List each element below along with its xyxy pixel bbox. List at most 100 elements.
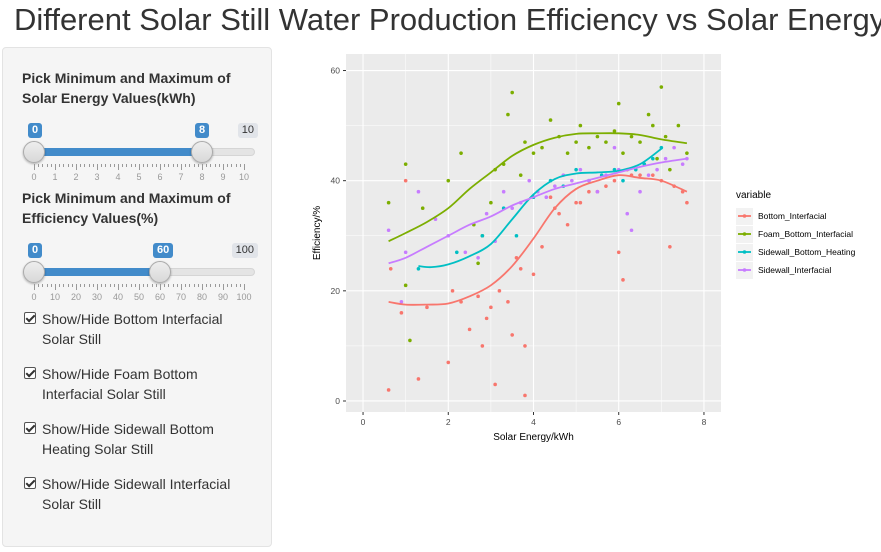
data-point bbox=[544, 195, 549, 199]
data-point bbox=[574, 200, 578, 205]
slider-tick bbox=[34, 284, 35, 290]
data-point bbox=[420, 206, 425, 211]
slider-min-handle[interactable] bbox=[23, 261, 45, 283]
slider-minor-tick bbox=[210, 164, 212, 167]
checkbox-checked-icon[interactable] bbox=[24, 367, 36, 379]
slider-tick-label: 10 bbox=[49, 292, 61, 302]
legend-label: Foam_Bottom_Interfacial bbox=[758, 229, 853, 239]
slider-minor-tick bbox=[71, 284, 73, 287]
toggle-sidewall-interfacial[interactable]: Show/Hide Sidewall Interfacial Solar Sti… bbox=[24, 474, 264, 514]
slider-tick bbox=[160, 164, 161, 170]
slider-minor-tick bbox=[130, 284, 132, 287]
data-point bbox=[565, 222, 570, 227]
slider-min-handle[interactable] bbox=[23, 141, 45, 163]
slider-minor-tick bbox=[143, 164, 145, 167]
slider-tick-label: 4 bbox=[115, 172, 121, 182]
y-tick-label: 60 bbox=[331, 66, 341, 76]
data-point bbox=[463, 250, 468, 255]
toggle-sidewall-bottom-heating[interactable]: Show/Hide Sidewall Bottom Heating Solar … bbox=[24, 419, 264, 459]
data-point bbox=[403, 162, 408, 166]
data-point bbox=[514, 233, 519, 238]
slider-minor-tick bbox=[172, 164, 174, 167]
toggle-foam-bottom-interfacial[interactable]: Show/Hide Foam Bottom Interfacial Solar … bbox=[24, 364, 264, 404]
slider-tick-label: 10 bbox=[238, 172, 250, 182]
slider-minor-tick bbox=[189, 284, 191, 287]
data-point bbox=[574, 140, 578, 144]
slider-tick-label: 20 bbox=[70, 292, 82, 302]
data-point bbox=[629, 228, 634, 233]
slider-minor-tick bbox=[193, 284, 195, 287]
data-point bbox=[459, 151, 463, 155]
toggle-bottom-interfacial[interactable]: Show/Hide Bottom Interfacial Solar Still bbox=[24, 309, 264, 349]
slider-tick bbox=[160, 284, 161, 290]
data-point bbox=[399, 311, 404, 315]
data-point bbox=[399, 300, 404, 304]
slider-minor-tick bbox=[235, 284, 237, 287]
slider-minor-tick bbox=[185, 284, 187, 287]
data-point bbox=[621, 278, 625, 282]
slider-tick bbox=[34, 164, 35, 170]
checkbox-checked-icon[interactable] bbox=[24, 312, 36, 324]
checkbox-checked-icon[interactable] bbox=[24, 422, 36, 434]
slider-minor-tick bbox=[92, 164, 94, 167]
data-point bbox=[676, 123, 681, 128]
slider-minor-tick bbox=[101, 284, 103, 287]
checkbox-label: Show/Hide Foam Bottom Interfacial Solar … bbox=[42, 366, 198, 402]
slider-max-handle[interactable] bbox=[191, 141, 213, 163]
slider-minor-tick bbox=[151, 284, 153, 287]
checkbox-checked-icon[interactable] bbox=[24, 477, 36, 489]
data-point bbox=[446, 360, 451, 365]
slider-minor-tick bbox=[227, 164, 229, 167]
energy-range-slider[interactable]: 0 8 10 0 1 2 3 4 5 6 7 8 9 10 bbox=[23, 104, 258, 182]
slider-tick-label: 40 bbox=[112, 292, 124, 302]
slider-from-value: 0 bbox=[28, 243, 43, 258]
slider-minor-tick bbox=[126, 164, 128, 167]
data-point bbox=[548, 195, 553, 199]
data-point bbox=[446, 178, 451, 183]
slider-tick-label: 6 bbox=[157, 172, 163, 182]
data-point bbox=[587, 145, 591, 150]
slider-minor-tick bbox=[231, 164, 233, 167]
slider-tick-label: 3 bbox=[94, 172, 100, 182]
slider-selected-range[interactable] bbox=[34, 268, 160, 276]
slider-minor-tick bbox=[42, 164, 44, 167]
slider-tick-label: 90 bbox=[217, 292, 229, 302]
legend-title: variable bbox=[736, 190, 771, 201]
slider-minor-tick bbox=[176, 164, 178, 167]
slider-minor-tick bbox=[239, 284, 241, 287]
checkbox-label: Show/Hide Sidewall Bottom Heating Solar … bbox=[42, 421, 214, 457]
data-point bbox=[646, 173, 651, 177]
data-point bbox=[604, 140, 608, 144]
slider-minor-tick bbox=[63, 284, 65, 287]
slider-minor-tick bbox=[164, 164, 166, 167]
slider-tick bbox=[202, 164, 203, 170]
slider-to-value: 8 bbox=[195, 123, 210, 138]
data-point bbox=[646, 112, 651, 117]
efficiency-plot: 0 2 4 6 8 0 20 40 60 Solar Energy/kWh Efficiency/%… bbox=[300, 48, 881, 452]
slider-minor-tick bbox=[109, 164, 111, 167]
data-point bbox=[450, 289, 455, 293]
data-point bbox=[523, 393, 527, 398]
trend-line bbox=[388, 174, 688, 306]
legend-key-point bbox=[742, 250, 747, 254]
data-point bbox=[416, 377, 421, 381]
data-point bbox=[655, 167, 659, 172]
slider-tick-label: 7 bbox=[178, 172, 184, 182]
slider-minor-tick bbox=[239, 164, 241, 167]
slider-max-handle[interactable] bbox=[149, 261, 171, 283]
slider-minor-tick bbox=[147, 164, 149, 167]
scatter-plot-svg: 0 2 4 6 8 0 20 40 60 Solar Energy/kWh Efficiency/%… bbox=[312, 54, 856, 443]
trend-line bbox=[388, 157, 688, 265]
slider-minor-tick bbox=[122, 164, 124, 167]
slider-selected-range[interactable] bbox=[34, 148, 202, 156]
data-point bbox=[484, 211, 489, 216]
slider-tick bbox=[244, 284, 245, 290]
efficiency-range-slider[interactable]: 0 60 100 0 10 20 30 40 50 60 70 80 90 100 bbox=[23, 224, 258, 302]
slider-tick-label: 60 bbox=[154, 292, 166, 302]
slider-minor-tick bbox=[67, 284, 69, 287]
slider-tick-label: 8 bbox=[199, 172, 205, 182]
data-point bbox=[663, 134, 668, 139]
data-point bbox=[531, 151, 536, 155]
data-point bbox=[476, 255, 480, 260]
data-point bbox=[565, 151, 570, 155]
